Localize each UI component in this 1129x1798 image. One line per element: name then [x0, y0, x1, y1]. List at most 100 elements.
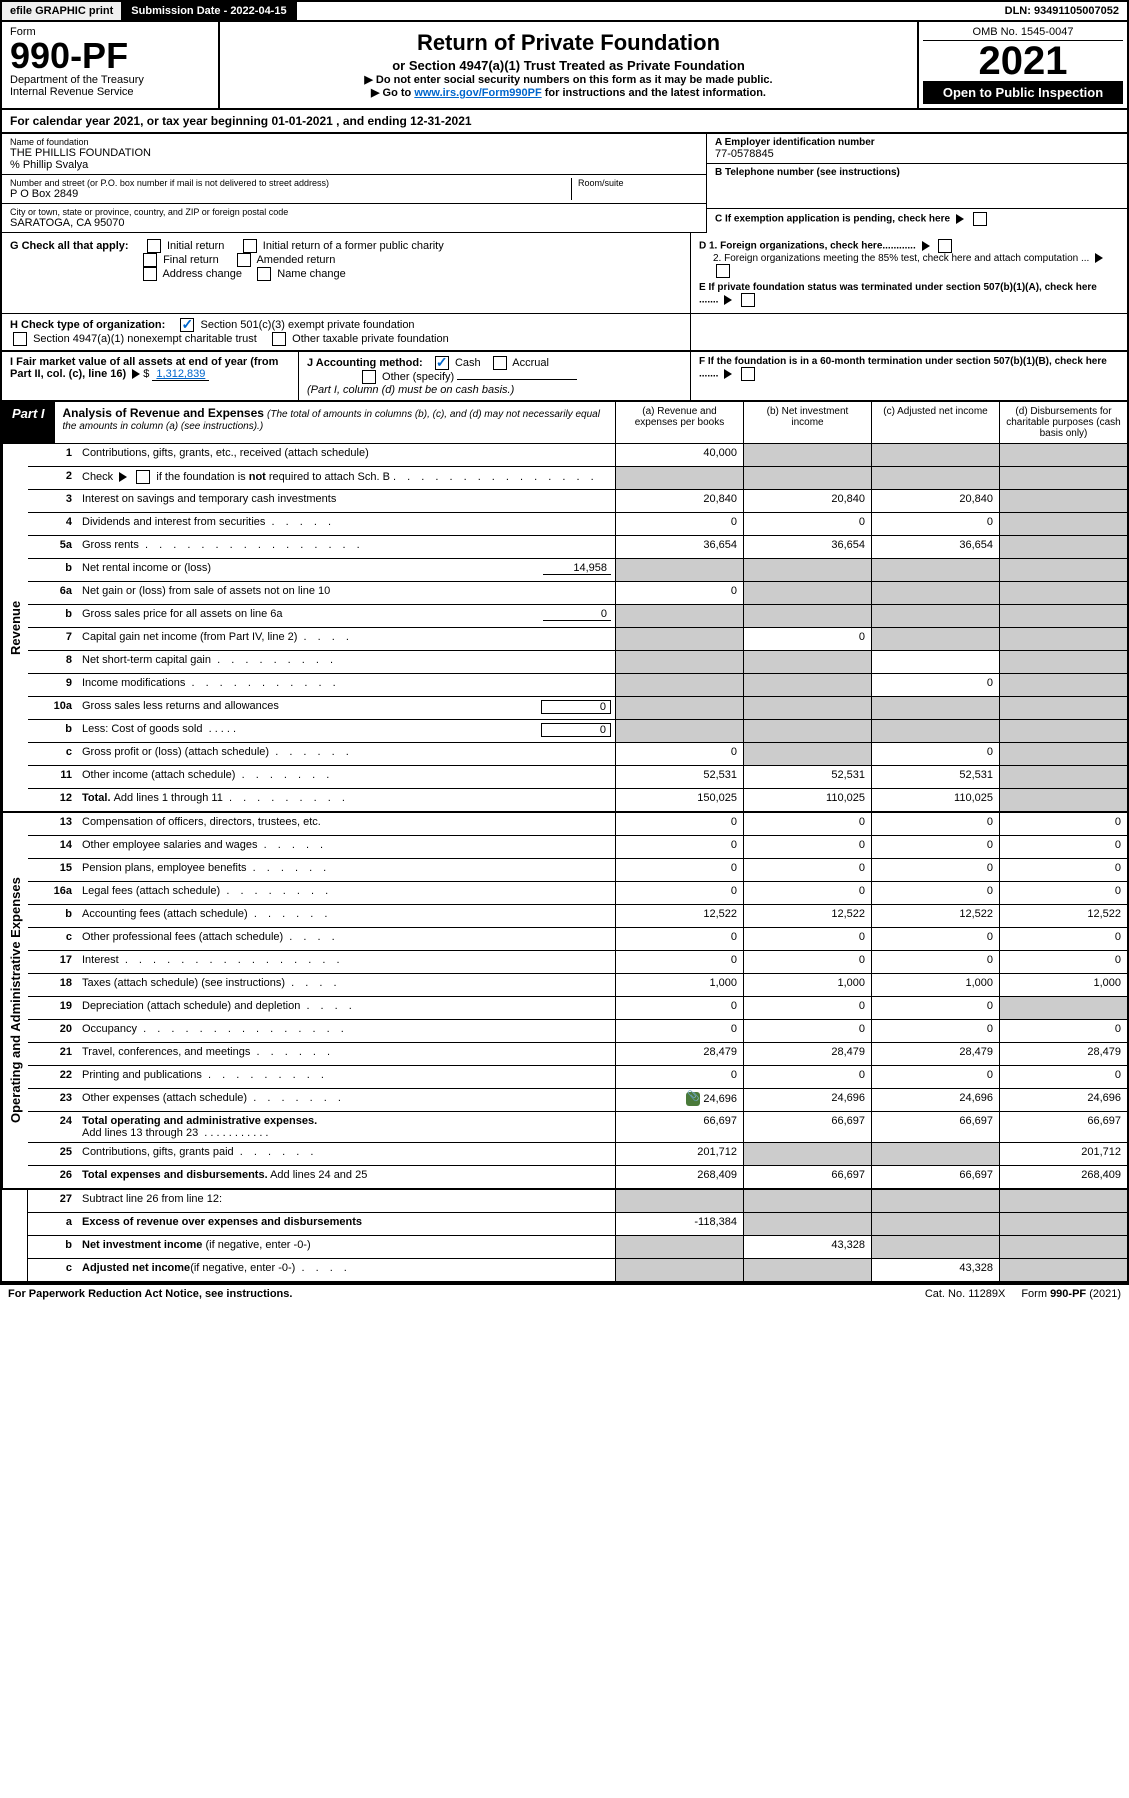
line-desc: Occupancy . . . . . . . . . . . . . . . [78, 1020, 615, 1042]
final-return-checkbox[interactable] [143, 253, 157, 267]
d1-checkbox[interactable] [938, 239, 952, 253]
line-num: 4 [28, 513, 78, 535]
name-change-label: Name change [277, 268, 346, 280]
cell-c: 0 [871, 674, 999, 696]
cell-c: 0 [871, 859, 999, 881]
section-h-right-empty [690, 314, 1127, 350]
line-20: 20 Occupancy . . . . . . . . . . . . . .… [28, 1020, 1127, 1043]
attachment-icon[interactable] [686, 1092, 700, 1106]
line-desc: Net rental income or (loss) 14,958 [78, 559, 615, 581]
foundation-name-row: Name of foundation THE PHILLIS FOUNDATIO… [2, 134, 706, 175]
cell-a: 0 [615, 859, 743, 881]
cell-a: -118,384 [615, 1213, 743, 1235]
section-g: G Check all that apply: Initial return I… [0, 233, 1129, 314]
section-ij: I Fair market value of all assets at end… [0, 352, 1129, 402]
i-value[interactable]: 1,312,839 [152, 368, 209, 381]
revenue-body: 1 Contributions, gifts, grants, etc., re… [28, 444, 1127, 811]
dept-line2: Internal Revenue Service [10, 86, 210, 98]
h-opt2-label: Section 4947(a)(1) nonexempt charitable … [33, 333, 257, 345]
irs-link[interactable]: www.irs.gov/Form990PF [414, 87, 541, 99]
line-num: 3 [28, 490, 78, 512]
line-desc: Printing and publications . . . . . . . … [78, 1066, 615, 1088]
cell-a: 28,479 [615, 1043, 743, 1065]
line-25: 25 Contributions, gifts, grants paid . .… [28, 1143, 1127, 1166]
h-opt3-checkbox[interactable] [272, 332, 286, 346]
d2-checkbox[interactable] [716, 264, 730, 278]
inline-amount: 0 [543, 608, 611, 621]
cell-b [743, 1190, 871, 1212]
cell-c: 0 [871, 513, 999, 535]
line-desc: Gross profit or (loss) (attach schedule)… [78, 743, 615, 765]
cell-a: 36,654 [615, 536, 743, 558]
h-opt2-checkbox[interactable] [13, 332, 27, 346]
cell-d [999, 1190, 1127, 1212]
cell-c: 66,697 [871, 1112, 999, 1142]
col-c-header: (c) Adjusted net income [871, 402, 999, 443]
line27-body: 27 Subtract line 26 from line 12: a Exce… [28, 1190, 1127, 1281]
cell-c [871, 697, 999, 719]
line27-block: 27 Subtract line 26 from line 12: a Exce… [0, 1190, 1129, 1283]
cell-a: 66,697 [615, 1112, 743, 1142]
line-desc: Taxes (attach schedule) (see instruction… [78, 974, 615, 996]
f-checkbox[interactable] [741, 367, 755, 381]
line-num: c [28, 743, 78, 765]
line-num: b [28, 559, 78, 581]
line-desc: Adjusted net income (if negative, enter … [78, 1259, 615, 1281]
e-checkbox[interactable] [741, 293, 755, 307]
line-desc: Dividends and interest from securities .… [78, 513, 615, 535]
schb-checkbox[interactable] [136, 470, 150, 484]
line-22: 22 Printing and publications . . . . . .… [28, 1066, 1127, 1089]
initial-former-checkbox[interactable] [243, 239, 257, 253]
cell-a: 1,000 [615, 974, 743, 996]
line-num: 10a [28, 697, 78, 719]
j-other-checkbox[interactable] [362, 370, 376, 384]
j-accrual-checkbox[interactable] [493, 356, 507, 370]
line-num: b [28, 720, 78, 742]
line-num: 27 [28, 1190, 78, 1212]
line-6a: 6a Net gain or (loss) from sale of asset… [28, 582, 1127, 605]
cell-c [871, 1143, 999, 1165]
cell-d [999, 605, 1127, 627]
cell-b: 0 [743, 859, 871, 881]
open-public-label: Open to Public Inspection [923, 81, 1123, 104]
line-num: 7 [28, 628, 78, 650]
line-num: b [28, 905, 78, 927]
name-change-checkbox[interactable] [257, 267, 271, 281]
cell-d [999, 674, 1127, 696]
line-6b: b Gross sales price for all assets on li… [28, 605, 1127, 628]
section-j: J Accounting method: Cash Accrual Other … [299, 352, 691, 400]
cell-d [999, 720, 1127, 742]
dept-line1: Department of the Treasury [10, 74, 210, 86]
line-15: 15 Pension plans, employee benefits . . … [28, 859, 1127, 882]
line-desc: Other expenses (attach schedule) . . . .… [78, 1089, 615, 1111]
line-21: 21 Travel, conferences, and meetings . .… [28, 1043, 1127, 1066]
cell-a: 0 [615, 582, 743, 604]
line-16c: c Other professional fees (attach schedu… [28, 928, 1127, 951]
cell-a: 0 [615, 513, 743, 535]
address-row: Number and street (or P.O. box number if… [2, 175, 706, 204]
cell-b [743, 651, 871, 673]
address-change-checkbox[interactable] [143, 267, 157, 281]
final-return-label: Final return [163, 254, 219, 266]
h-opt1-checkbox[interactable] [180, 318, 194, 332]
cell-a [615, 697, 743, 719]
cell-a: 24,696 [615, 1089, 743, 1111]
amended-return-checkbox[interactable] [237, 253, 251, 267]
cell-c [871, 1213, 999, 1235]
cell-d [999, 1236, 1127, 1258]
column-headers: (a) Revenue and expenses per books (b) N… [615, 402, 1127, 443]
exemption-checkbox[interactable] [973, 212, 987, 226]
cell-b: 0 [743, 836, 871, 858]
cell-d [999, 536, 1127, 558]
revenue-side-label: Revenue [2, 444, 28, 811]
foundation-name: THE PHILLIS FOUNDATION [10, 147, 698, 159]
cell-c: 28,479 [871, 1043, 999, 1065]
j-cash-checkbox[interactable] [435, 356, 449, 370]
line-18: 18 Taxes (attach schedule) (see instruct… [28, 974, 1127, 997]
cell-a [615, 1190, 743, 1212]
d2-label: 2. Foreign organizations meeting the 85%… [713, 253, 1089, 264]
initial-return-checkbox[interactable] [147, 239, 161, 253]
revenue-table: Revenue 1 Contributions, gifts, grants, … [0, 444, 1129, 813]
cell-d: 0 [999, 859, 1127, 881]
cell-c [871, 559, 999, 581]
